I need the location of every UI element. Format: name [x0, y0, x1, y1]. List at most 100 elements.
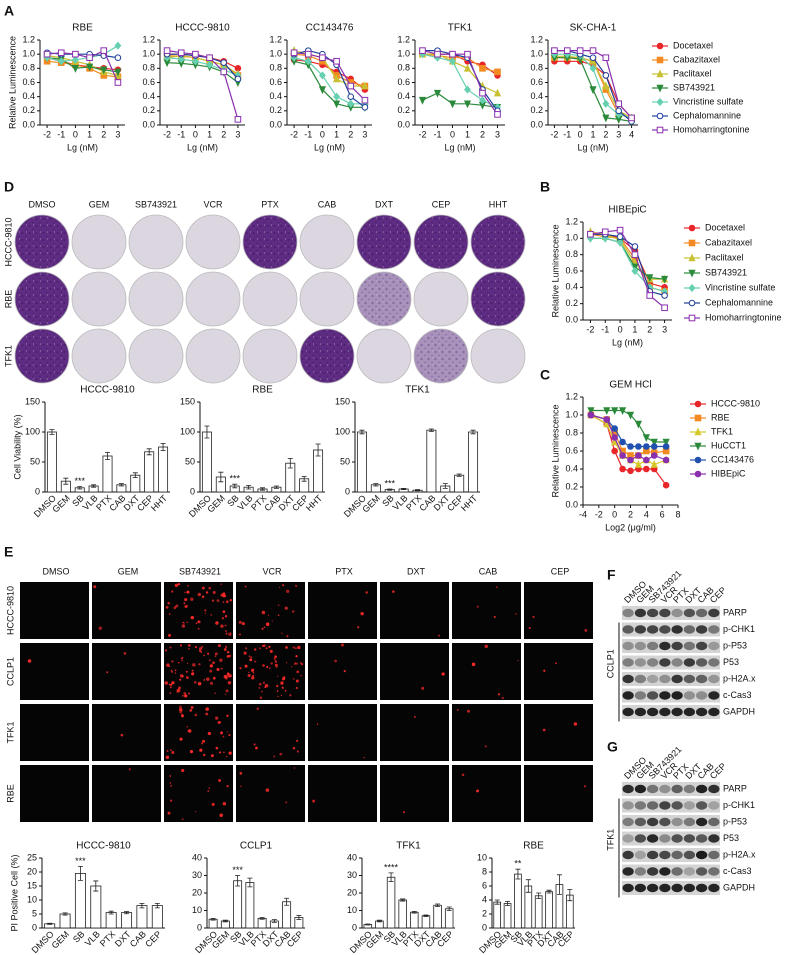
y-tick-label: 0.8 [530, 63, 543, 73]
data-point [191, 57, 199, 66]
x-axis-label: Lg (nM) [314, 142, 345, 152]
cell-dot [476, 789, 479, 793]
y-tick-label: 10 [192, 905, 202, 915]
cell-dot [175, 604, 179, 608]
data-point [646, 274, 654, 283]
error-bar [373, 483, 379, 487]
y-tick-label: 0.2 [269, 105, 282, 115]
cell-line-label: CCLP1 [605, 649, 615, 678]
cell-dot [201, 586, 205, 590]
x-tick-label: 0 [578, 129, 583, 139]
data-point [611, 407, 619, 415]
cell-dot [241, 622, 245, 626]
cell-dot [201, 595, 205, 599]
y-tick-label: 150 [25, 396, 40, 406]
chart-title: TFK1 [405, 385, 430, 396]
x-tick-label: 8 [675, 509, 680, 519]
data-point [628, 114, 635, 122]
cell-dot [253, 648, 257, 651]
cell-dot [357, 626, 360, 629]
data-point [631, 243, 639, 250]
cell-dot [264, 683, 269, 688]
data-point [694, 456, 702, 464]
cell-dot [252, 674, 255, 677]
y-tick-label: 0.2 [565, 298, 578, 308]
data-point [361, 96, 369, 104]
x-tick-label: -1 [601, 324, 609, 334]
blot-band [659, 691, 671, 700]
data-point [319, 54, 326, 62]
y-tick-label: 0.6 [269, 77, 282, 87]
x-tick-label: -1 [304, 129, 312, 139]
cell-dot [226, 731, 229, 733]
data-point [694, 470, 702, 478]
cell-dot [259, 696, 263, 699]
bar [433, 904, 442, 929]
error-bar [77, 486, 83, 490]
cell-dot [244, 585, 247, 588]
micrograph [380, 704, 449, 761]
blot-band [671, 801, 683, 810]
x-tick-label: 6 [660, 509, 665, 519]
x-tick-label: CEP [143, 929, 163, 949]
cell-dot [191, 672, 195, 676]
y-tick-label: 0.0 [22, 119, 35, 129]
panel-label: C [540, 367, 550, 383]
data-point [688, 299, 696, 307]
cell-dot [584, 628, 588, 632]
panel-label: F [607, 567, 616, 583]
data-point [100, 47, 108, 54]
plate-texture [244, 216, 296, 268]
series-line [422, 50, 498, 115]
cell-dot [187, 584, 189, 587]
cell-dot [528, 626, 531, 630]
cell-dot [281, 632, 283, 634]
column-label: PTX [261, 199, 279, 209]
y-tick-label: 0.8 [22, 63, 35, 73]
y-tick-label: 0.6 [530, 77, 543, 87]
blot-band [695, 691, 708, 700]
bar [59, 913, 71, 929]
data-point [177, 55, 185, 64]
cell-dot [226, 650, 230, 654]
cell-dot [216, 668, 220, 672]
blot-band [708, 784, 720, 794]
cell-dot [169, 683, 173, 686]
y-tick-label: 0.4 [565, 463, 578, 473]
cell-dot [198, 650, 202, 653]
cell-dot [181, 818, 184, 820]
x-tick-label: -2 [595, 509, 603, 519]
y-axis-label: Cell Viability (%) [12, 414, 22, 479]
blot-band [695, 674, 708, 684]
cell-dot [184, 598, 188, 602]
plate [413, 271, 469, 327]
cell-dot [282, 677, 286, 681]
column-label: DMSO [43, 566, 70, 576]
blot-band [695, 608, 708, 618]
y-tick-label: 0 [197, 922, 202, 932]
error-bar [536, 892, 542, 899]
data-point [206, 54, 213, 62]
bar [493, 901, 502, 929]
cell-dot [201, 645, 204, 648]
blot-band [646, 707, 659, 717]
data-point [114, 68, 122, 77]
cell-dot [292, 746, 296, 750]
cell-dot [184, 591, 186, 594]
blot-band [671, 834, 683, 843]
micrograph [164, 643, 233, 700]
y-tick-label: 20 [347, 887, 357, 897]
data-point [494, 111, 501, 118]
x-tick-label: -1 [563, 129, 571, 139]
cell-dot [256, 707, 259, 710]
plate-texture [16, 273, 68, 325]
cell-dot [259, 647, 262, 650]
chart-title: TFK1 [396, 841, 421, 852]
data-point [646, 292, 654, 299]
blot-band [634, 817, 647, 827]
cell-dot [262, 681, 265, 684]
cell-dot [225, 632, 228, 635]
data-point [694, 427, 702, 436]
cell-dot [274, 663, 278, 667]
cell-dot [220, 624, 224, 628]
